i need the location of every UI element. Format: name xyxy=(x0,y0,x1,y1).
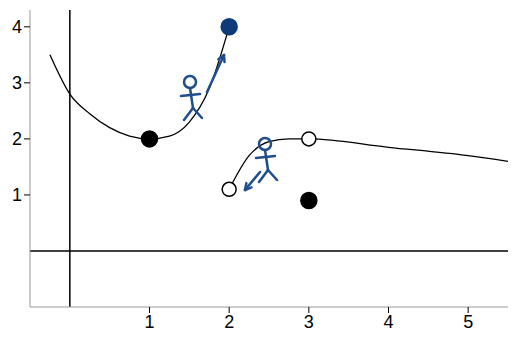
svg-text:2: 2 xyxy=(224,312,234,332)
svg-text:4: 4 xyxy=(383,312,393,332)
svg-text:1: 1 xyxy=(12,185,22,205)
svg-text:1: 1 xyxy=(144,312,154,332)
svg-text:3: 3 xyxy=(304,312,314,332)
svg-text:5: 5 xyxy=(463,312,473,332)
svg-text:4: 4 xyxy=(12,17,22,37)
svg-text:3: 3 xyxy=(12,73,22,93)
svg-text:2: 2 xyxy=(12,129,22,149)
